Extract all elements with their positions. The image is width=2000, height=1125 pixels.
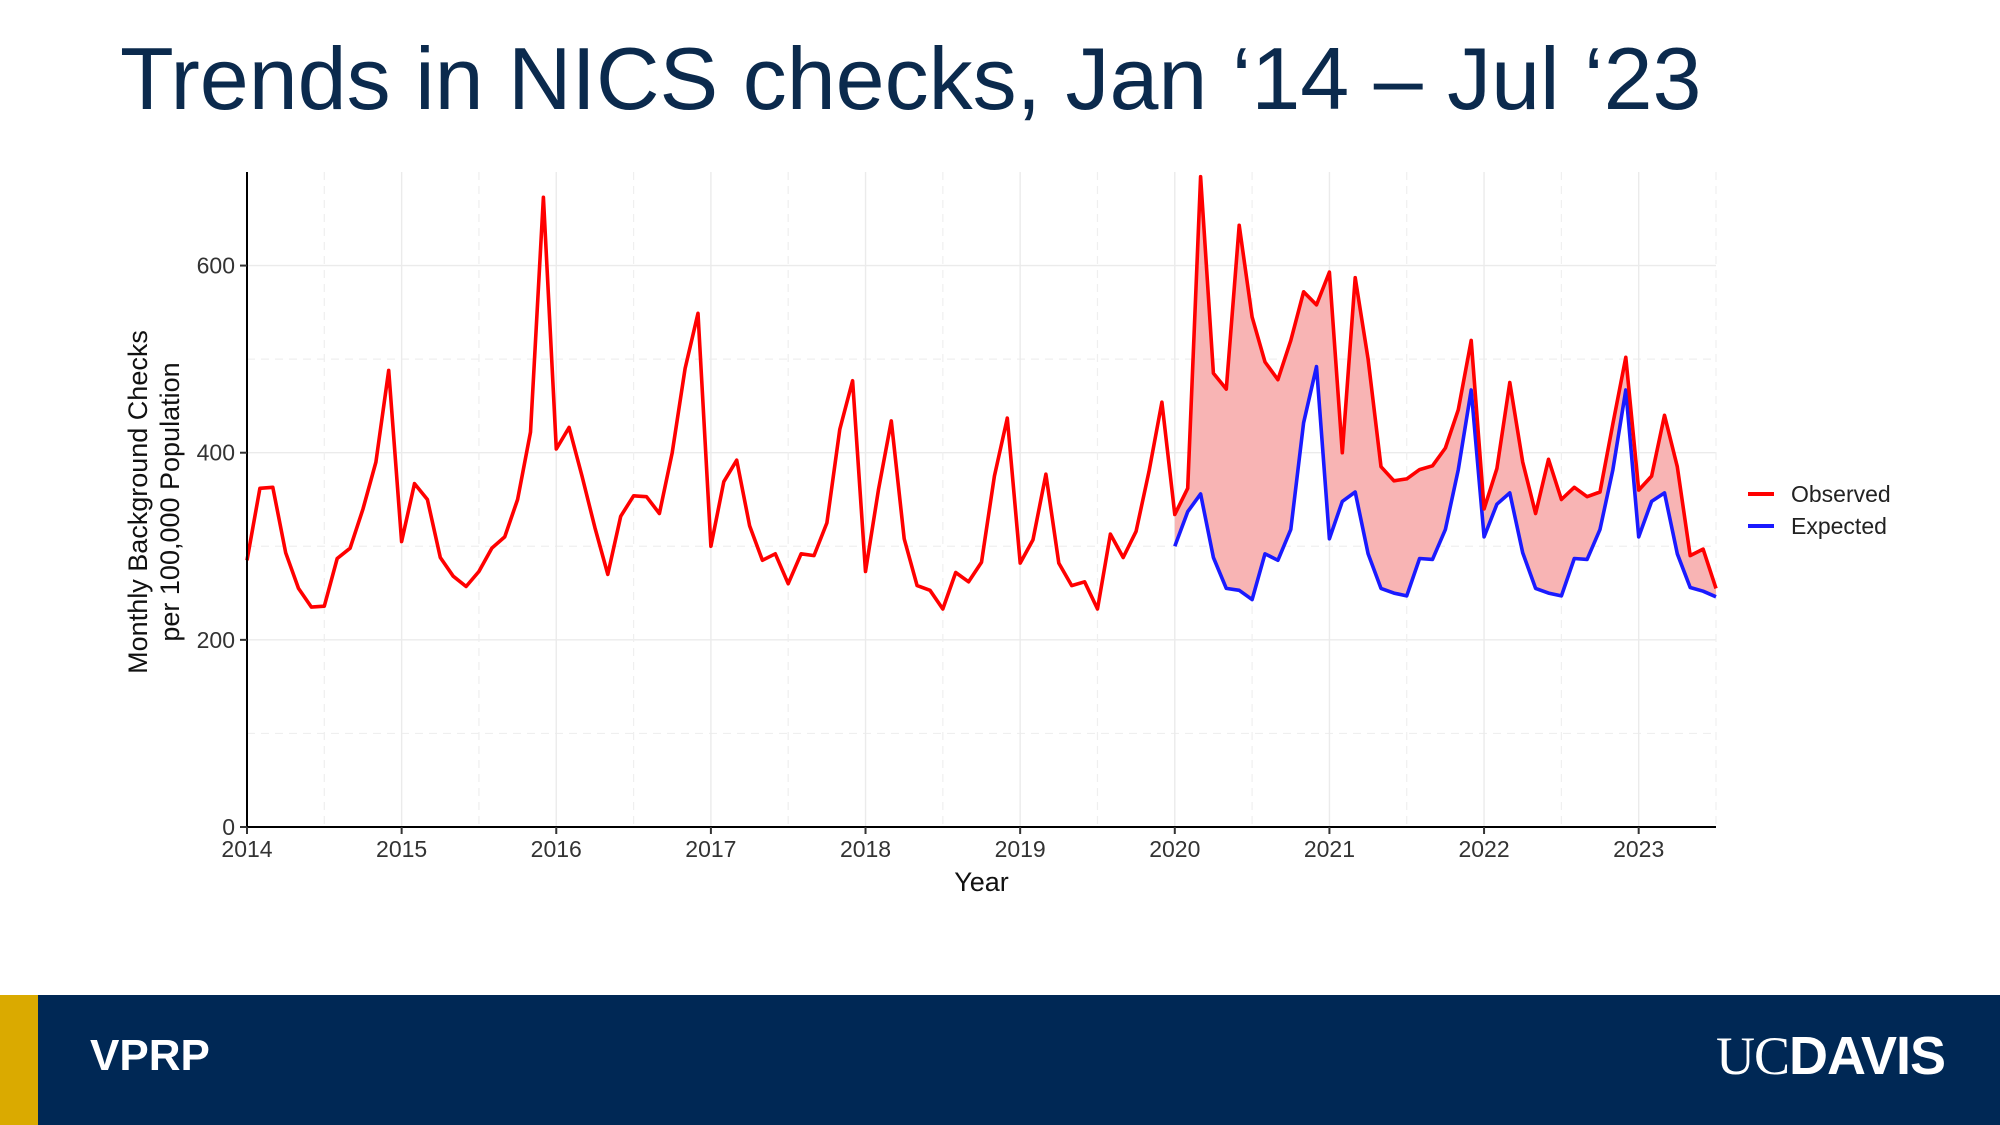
gap-area bbox=[1174, 176, 1716, 600]
x-tick-label: 2017 bbox=[685, 836, 736, 862]
y-axis-title: Monthly Background Checksper 100,000 Pop… bbox=[123, 330, 185, 674]
expected-line bbox=[1173, 364, 1717, 602]
footer-label: VPRP bbox=[90, 1031, 210, 1080]
slide-title: Trends in NICS checks, Jan ‘14 – Jul ‘23 bbox=[120, 29, 1702, 128]
x-axis-title: Year bbox=[954, 867, 1009, 897]
x-tick-label: 2014 bbox=[221, 836, 272, 862]
y-tick-label: 600 bbox=[197, 253, 235, 279]
x-tick-label: 2020 bbox=[1149, 836, 1200, 862]
nics-chart: 0 200 400 600 2014 2015 2016 2017 2018 2019 2020 20… bbox=[123, 172, 1891, 897]
y-tick-label: 200 bbox=[197, 627, 235, 653]
x-tick-label: 2022 bbox=[1458, 836, 1509, 862]
x-tick-label: 2016 bbox=[531, 836, 582, 862]
x-tick-label: 2021 bbox=[1304, 836, 1355, 862]
axis-labels: 0 200 400 600 2014 2015 2016 2017 2018 2019 2020 20… bbox=[123, 253, 1664, 897]
logo-davis: DAVIS bbox=[1788, 1026, 1946, 1086]
y-axis-title-line: per 100,000 Population bbox=[155, 362, 185, 641]
legend-observed-label: Observed bbox=[1791, 481, 1891, 507]
y-tick-label: 0 bbox=[222, 814, 235, 840]
observed-line bbox=[245, 174, 1718, 611]
legend-expected-label: Expected bbox=[1791, 513, 1887, 539]
legend: Observed Expected bbox=[1748, 481, 1891, 539]
logo-uc: UC bbox=[1715, 1026, 1790, 1086]
y-axis-title-line: Monthly Background Checks bbox=[123, 330, 153, 674]
observed-expected-gap-area bbox=[1174, 176, 1716, 600]
x-tick-label: 2015 bbox=[376, 836, 427, 862]
x-tick-label: 2023 bbox=[1613, 836, 1664, 862]
x-tick-label: 2018 bbox=[840, 836, 891, 862]
footer-accent-stripe bbox=[0, 995, 38, 1125]
ucdavis-logo: UCDAVIS bbox=[1715, 1025, 1946, 1087]
series-lines bbox=[245, 174, 1718, 611]
y-tick-label: 400 bbox=[197, 440, 235, 466]
footer-bar: VPRP UCDAVIS bbox=[0, 995, 2000, 1125]
x-tick-label: 2019 bbox=[995, 836, 1046, 862]
axes bbox=[240, 172, 1716, 834]
